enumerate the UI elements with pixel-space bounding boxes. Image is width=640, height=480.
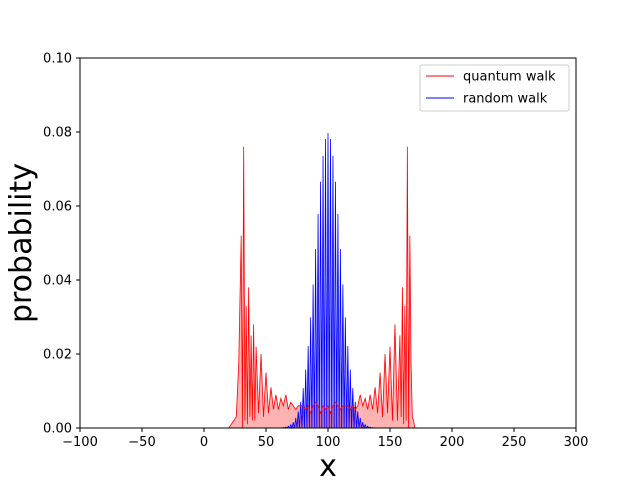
y-tick-label: 0.06 — [43, 200, 72, 215]
legend-box — [419, 64, 570, 112]
legend: quantum walk random walk — [419, 64, 570, 112]
x-tick-label: 300 — [564, 435, 589, 450]
x-tick-label: 250 — [502, 435, 527, 450]
x-tick-label: 200 — [440, 435, 465, 450]
y-ticks: 0.00 0.02 0.04 0.06 0.08 0.10 — [43, 52, 80, 437]
y-tick-label: 0.08 — [43, 126, 72, 141]
legend-label-random-walk: random walk — [463, 92, 548, 107]
y-tick-label: 0.04 — [43, 274, 72, 289]
legend-label-quantum-walk: quantum walk — [463, 70, 556, 85]
x-tick-label: 0 — [200, 435, 208, 450]
x-tick-label: −50 — [128, 435, 155, 450]
y-tick-label: 0.10 — [43, 52, 72, 67]
y-tick-label: 0.02 — [43, 348, 72, 363]
y-tick-label: 0.00 — [43, 422, 72, 437]
y-axis-title: probability — [4, 163, 39, 323]
random-walk-area — [204, 133, 452, 429]
x-axis-title: x — [319, 449, 337, 480]
quantum-walk-line — [204, 146, 452, 429]
x-tick-label: 150 — [378, 435, 403, 450]
x-ticks: −100 −50 0 50 100 150 200 250 300 — [62, 428, 588, 450]
x-tick-label: 100 — [316, 435, 341, 450]
x-tick-label: 50 — [258, 435, 275, 450]
x-tick-label: −100 — [62, 435, 98, 450]
